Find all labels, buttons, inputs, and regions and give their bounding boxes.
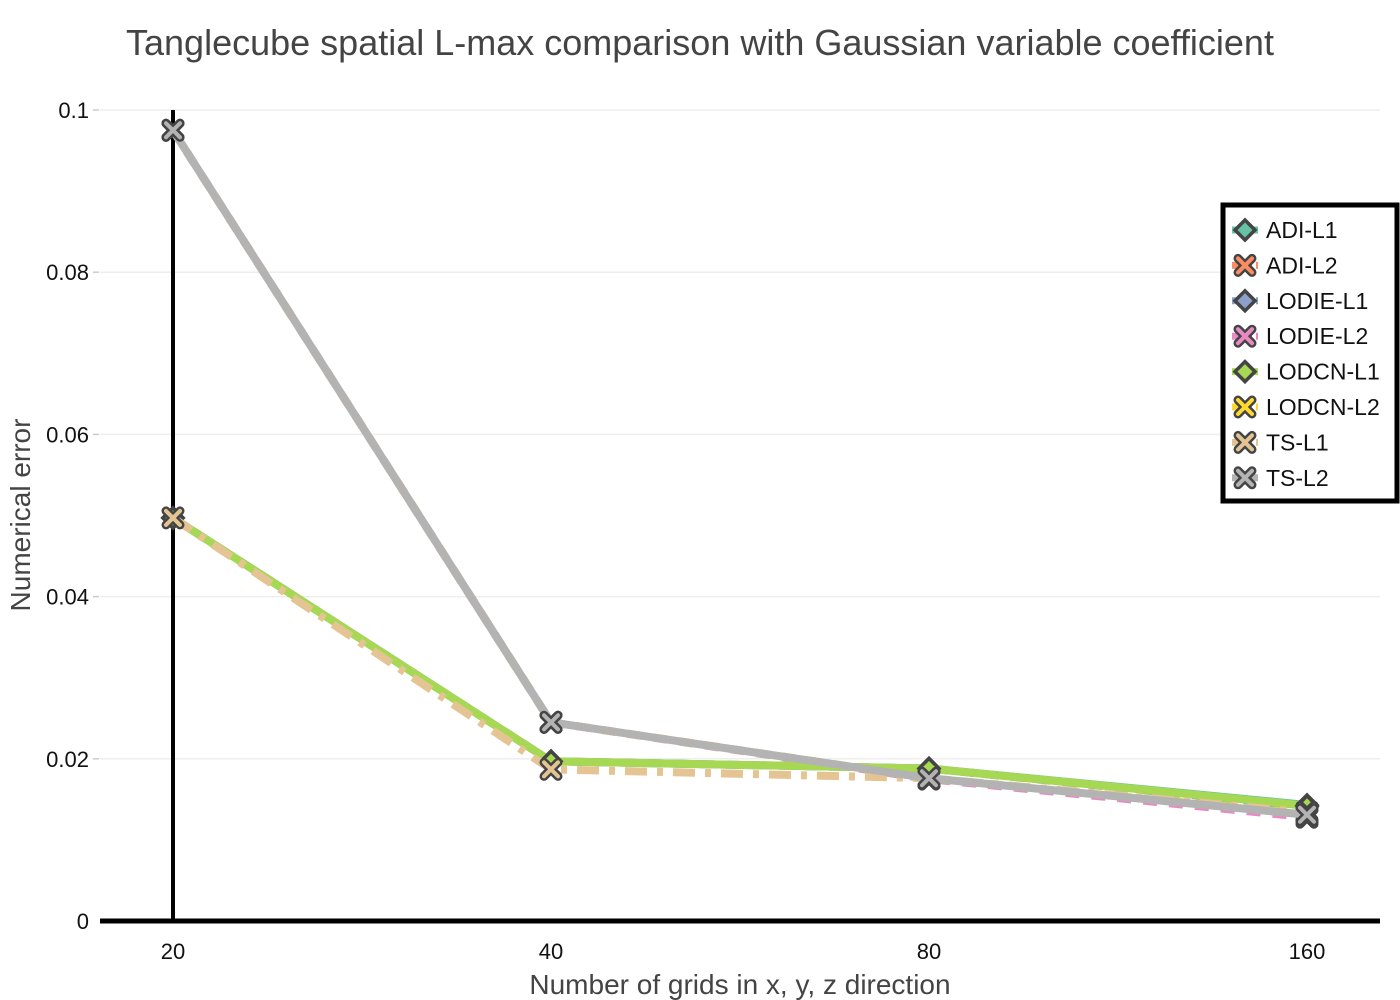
legend-marker [1233, 395, 1257, 419]
y-tick-label: 0.04 [46, 585, 89, 610]
legend-label: LODCN-L1 [1266, 359, 1380, 385]
legend-label: LODCN-L2 [1266, 394, 1380, 420]
legend-item-lodcn-l2: LODCN-L2 [1232, 394, 1380, 420]
legend-item-adi-l2: ADI-L2 [1232, 252, 1338, 278]
legend-marker [1232, 288, 1258, 314]
legend-item-ts-l1: TS-L1 [1232, 429, 1329, 455]
y-tick-label: 0 [77, 909, 89, 934]
series-ts-l2 [161, 118, 1319, 827]
data-point-ts-l2 [539, 710, 563, 734]
series-line-lodie-l2 [169, 128, 1308, 822]
series-ts-l1 [161, 506, 1319, 824]
y-axis-ticks: 0 0.02 0.04 0.06 0.08 0.1 [46, 98, 99, 934]
series-adi-l1 [160, 505, 1320, 818]
series-line-lodcn-l1 [170, 514, 1308, 810]
y-tick-label: 0.1 [58, 98, 89, 123]
series-lodie-l2 [161, 118, 1319, 829]
legend-marker [1233, 466, 1257, 490]
legend-label: LODIE-L1 [1266, 288, 1368, 314]
legend-item-lodie-l2: LODIE-L2 [1232, 323, 1368, 349]
series-line-ts-l2 [169, 128, 1308, 819]
legend-marker [1233, 253, 1257, 277]
series-adi-l2 [161, 118, 1319, 827]
x-tick-label: 80 [917, 939, 941, 964]
legend-item-lodcn-l1: LODCN-L1 [1232, 359, 1380, 385]
x-axis-ticks: 20 40 80 160 [161, 939, 1326, 964]
chart-title: Tanglecube spatial L-max comparison with… [126, 22, 1274, 63]
legend: ADI-L1 ADI-L2 LODIE-L1 LODIE-L2 LODCN-L1 LODC… [1220, 202, 1400, 504]
data-point-ts-l1 [161, 506, 185, 530]
legend-label: TS-L1 [1266, 429, 1329, 455]
data-point-ts-l2 [161, 118, 185, 142]
series-line-lodcn-l2 [169, 128, 1308, 818]
x-tick-label: 40 [539, 939, 563, 964]
legend-label: ADI-L2 [1266, 252, 1338, 278]
y-tick-label: 0.02 [46, 747, 89, 772]
legend-marker [1233, 430, 1257, 454]
y-tick-label: 0.08 [46, 260, 89, 285]
legend-marker [1232, 217, 1258, 243]
legend-marker [1233, 324, 1257, 348]
x-tick-label: 160 [1289, 939, 1326, 964]
y-tick-label: 0.06 [46, 422, 89, 447]
legend-box [1220, 202, 1400, 504]
legend-marker [1232, 359, 1258, 385]
x-axis-title: Number of grids in x, y, z direction [529, 969, 950, 1000]
series-line-adi-l2 [169, 128, 1308, 819]
data-point-ts-l2 [1295, 803, 1319, 827]
legend-label: ADI-L1 [1266, 217, 1338, 243]
series-lodcn-l1 [160, 505, 1320, 819]
legend-label: TS-L2 [1266, 465, 1329, 491]
legend-label: LODIE-L2 [1266, 323, 1368, 349]
legend-item-ts-l2: TS-L2 [1232, 465, 1329, 491]
series-lodcn-l2 [161, 118, 1319, 826]
legend-item-lodie-l1: LODIE-L1 [1232, 288, 1368, 314]
grid-lines [100, 109, 1380, 760]
data-point-ts-l1 [539, 757, 563, 781]
y-axis-title: Numerical error [5, 419, 36, 612]
data-point-ts-l2 [917, 766, 941, 790]
series-lines [160, 118, 1320, 829]
legend-item-adi-l1: ADI-L1 [1232, 217, 1338, 243]
x-tick-label: 20 [161, 939, 185, 964]
